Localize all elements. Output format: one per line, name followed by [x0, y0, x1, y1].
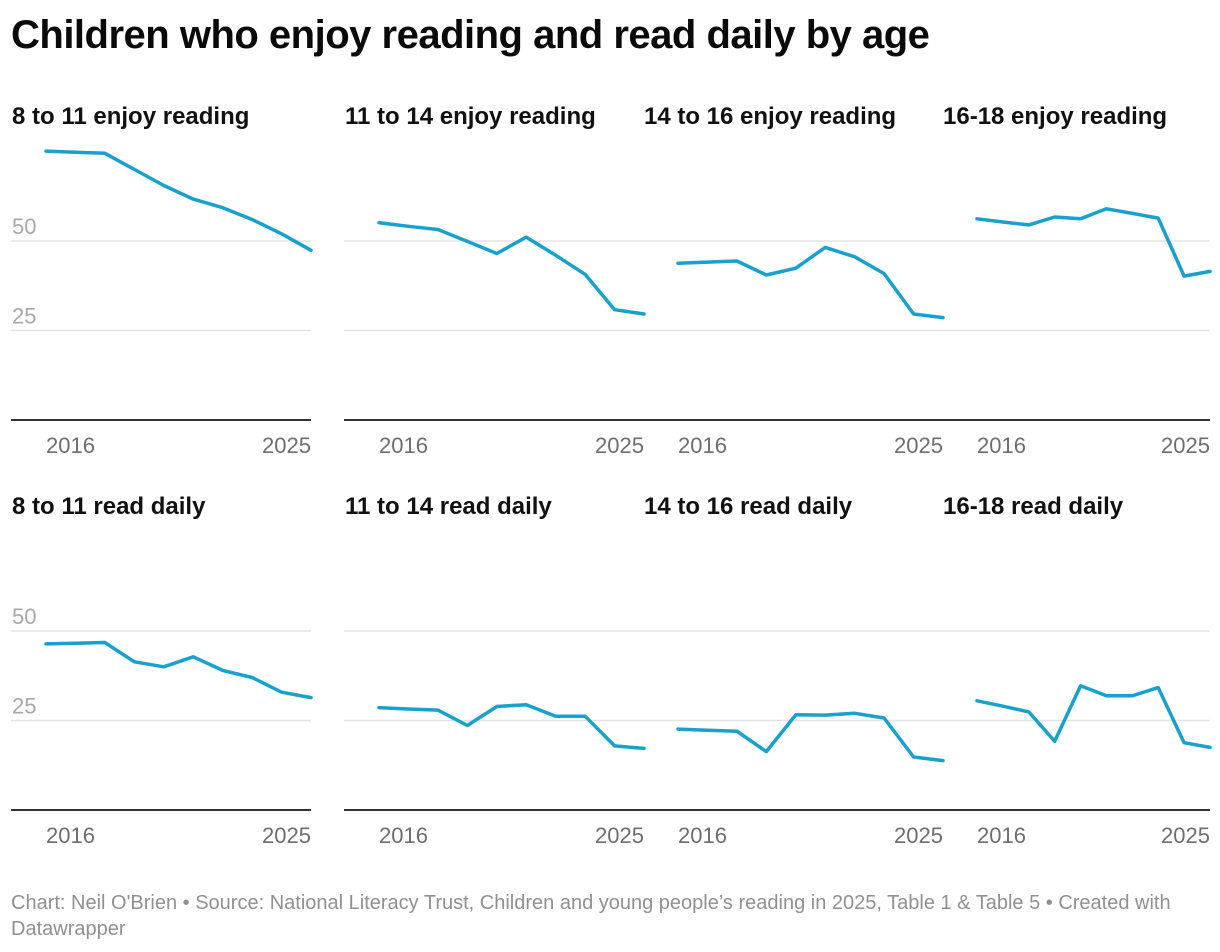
x-tick-label: 2025: [595, 433, 644, 458]
series-line-panel-3: [676, 245, 945, 320]
series-line-panel-8: [975, 684, 1212, 750]
x-tick-label: 2025: [262, 433, 311, 458]
y-tick-label: 25: [12, 694, 36, 719]
x-tick-label: 2016: [46, 433, 95, 458]
series-line-panel-4: [975, 207, 1212, 278]
panel-title: 16-18 read daily: [943, 493, 1124, 520]
y-tick-label: 50: [12, 214, 36, 239]
x-tick-label: 2016: [678, 433, 727, 458]
series-line-panel-1: [44, 149, 313, 253]
series-line-panel-6: [377, 702, 646, 751]
x-tick-label: 2016: [379, 823, 428, 848]
x-tick-label: 2025: [894, 433, 943, 458]
x-tick-label: 2025: [894, 823, 943, 848]
y-tick-label: 25: [12, 304, 36, 329]
x-tick-label: 2025: [1161, 823, 1210, 848]
chart-title: Children who enjoy reading and read dail…: [11, 13, 930, 57]
panel-title: 8 to 11 enjoy reading: [12, 103, 249, 130]
x-tick-label: 2025: [595, 823, 644, 848]
panel-title: 14 to 16 enjoy reading: [644, 103, 896, 130]
x-tick-label: 2016: [379, 433, 428, 458]
series-line-panel-2: [377, 220, 646, 316]
x-tick-label: 2016: [46, 823, 95, 848]
y-tick-label: 50: [12, 604, 36, 629]
x-tick-label: 2016: [977, 433, 1026, 458]
x-tick-label: 2025: [262, 823, 311, 848]
panel-title: 14 to 16 read daily: [644, 493, 853, 520]
panel-title: 8 to 11 read daily: [12, 493, 206, 520]
series-line-panel-7: [676, 711, 945, 763]
x-tick-label: 2025: [1161, 433, 1210, 458]
panel-title: 16-18 enjoy reading: [943, 103, 1167, 130]
panel-title: 11 to 14 enjoy reading: [345, 103, 596, 130]
x-tick-label: 2016: [977, 823, 1026, 848]
chart-credits: Chart: Neil O'Brien • Source: National L…: [11, 892, 1171, 940]
panel-title: 11 to 14 read daily: [345, 493, 552, 520]
series-line-panel-5: [44, 640, 313, 700]
x-tick-label: 2016: [678, 823, 727, 848]
